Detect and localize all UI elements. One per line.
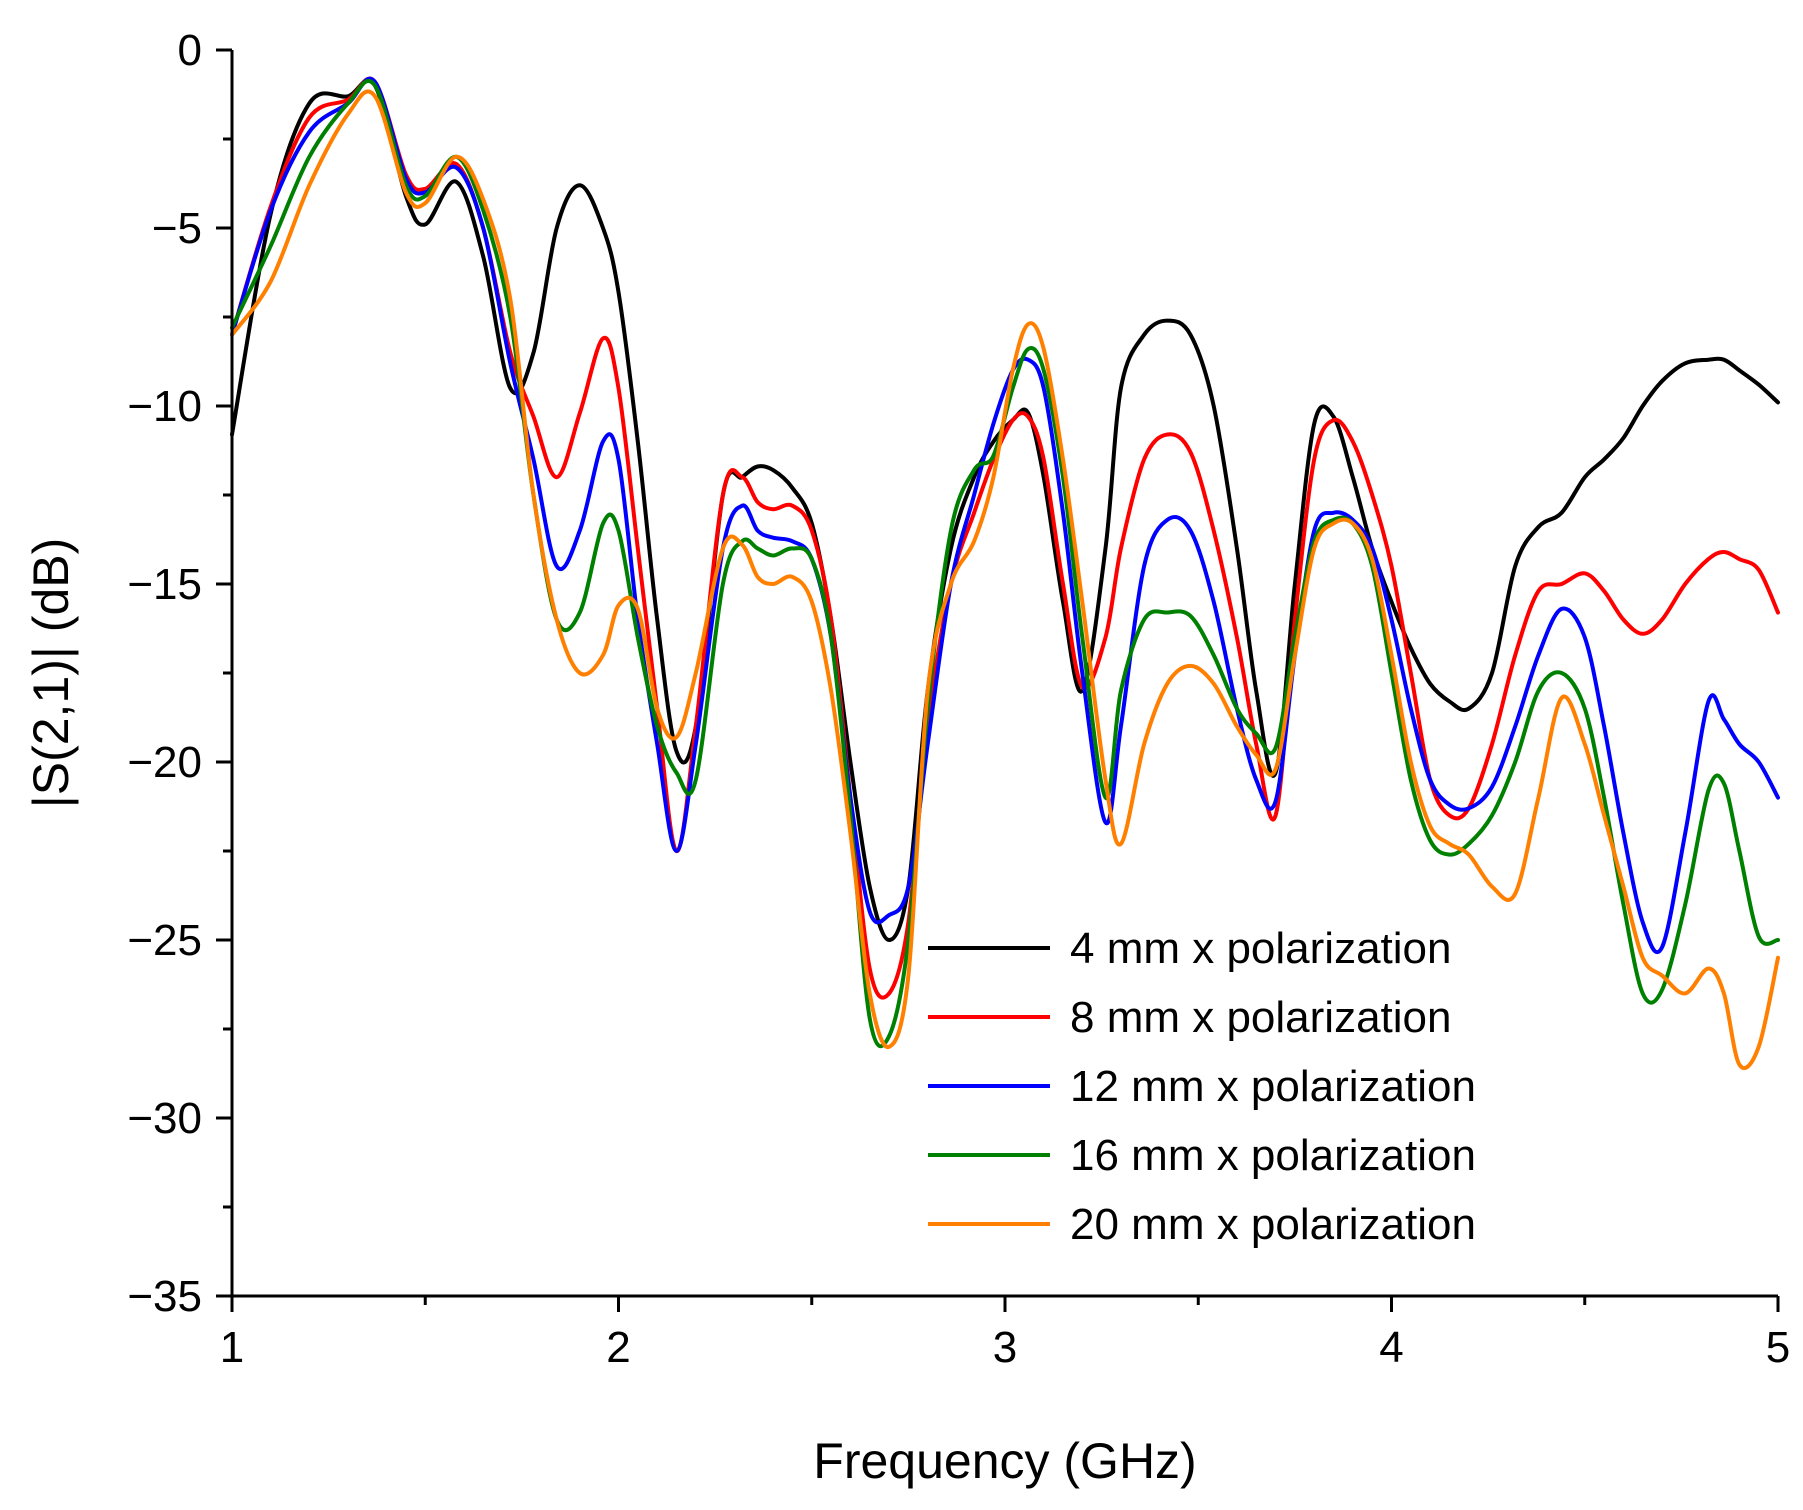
series-line-3 (230, 76, 1780, 955)
x-tick-label: 4 (1379, 1323, 1403, 1372)
legend-label: 8 mm x polarization (1070, 993, 1451, 1042)
x-tick-label: 1 (220, 1323, 244, 1372)
y-tick-label: −10 (127, 382, 202, 431)
legend-label: 20 mm x polarization (1070, 1200, 1476, 1249)
series-line-1 (230, 77, 1780, 942)
series-line-2 (230, 76, 1780, 1000)
legend-label: 12 mm x polarization (1070, 1062, 1476, 1111)
legend: 4 mm x polarization 8 mm x polarization 12… (928, 924, 1476, 1249)
series-lines (230, 76, 1780, 1071)
y-tick-label: −5 (152, 204, 202, 253)
y-tick-label: −30 (127, 1094, 202, 1143)
axis-ticks: 0 −5 −10 −15 −20 −25 −30 −35 1 2 3 4 5 (127, 26, 1790, 1372)
legend-label: 4 mm x polarization (1070, 924, 1451, 973)
series-line-4 (230, 78, 1780, 1048)
y-tick-label: −20 (127, 738, 202, 787)
legend-label: 16 mm x polarization (1070, 1131, 1476, 1180)
series-line-5 (230, 89, 1780, 1071)
x-axis-title: Frequency (GHz) (813, 1433, 1196, 1489)
y-tick-label: 0 (178, 26, 202, 75)
y-tick-label: −25 (127, 916, 202, 965)
y-tick-label: −15 (127, 560, 202, 609)
y-tick-label: −35 (127, 1272, 202, 1321)
x-tick-label: 3 (993, 1323, 1017, 1372)
y-axis-title: |S(2,1)| (dB) (23, 538, 79, 808)
x-tick-label: 2 (606, 1323, 630, 1372)
x-tick-label: 5 (1766, 1323, 1790, 1372)
